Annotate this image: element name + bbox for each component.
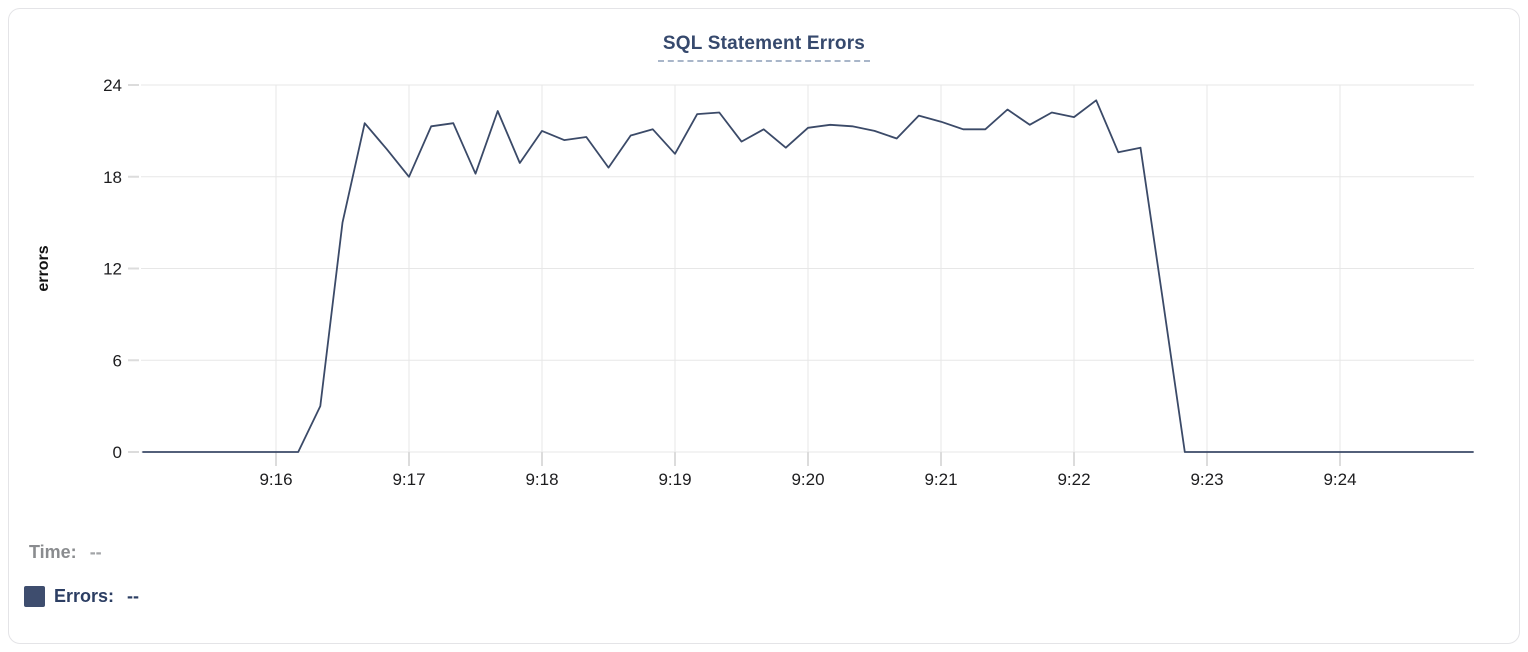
tooltip-time-label: Time: (29, 542, 77, 562)
x-tick-label: 9:23 (1190, 470, 1223, 489)
x-tick-label: 9:16 (259, 470, 292, 489)
x-tick-label: 9:24 (1323, 470, 1356, 489)
errors-series-line (142, 99, 1474, 453)
chart-card: SQL Statement Errors 0 6 12 18 24 9:16 9:17 9:1… (8, 8, 1520, 644)
tooltip-errors-label: Errors: (54, 586, 115, 606)
x-tick-label: 9:22 (1057, 470, 1090, 489)
errors-line-chart[interactable]: 0 6 12 18 24 9:16 9:17 9:18 9:19 9:20 9:21 9:22 9:23… (10, 61, 1518, 501)
tooltip-time-row: Time: -- (29, 542, 102, 563)
y-tick-label: 18 (103, 168, 122, 187)
tooltip-errors-row: Errors: -- (24, 586, 139, 607)
errors-series-swatch (24, 586, 45, 607)
chart-title[interactable]: SQL Statement Errors (657, 33, 871, 62)
x-tick-label: 9:21 (924, 470, 957, 489)
y-tick-label: 12 (103, 260, 122, 279)
x-tick-label: 9:20 (791, 470, 824, 489)
tooltip-errors-value: -- (127, 586, 140, 606)
chart-header: SQL Statement Errors (9, 33, 1519, 62)
x-tick-label: 9:18 (525, 470, 558, 489)
tooltip-time-value: -- (89, 542, 102, 562)
x-tick-label: 9:19 (658, 470, 691, 489)
y-tick-label: 24 (103, 76, 122, 95)
y-tick-label: 0 (113, 443, 122, 462)
y-axis-title: errors (35, 245, 52, 291)
y-tick-label: 6 (113, 351, 122, 370)
x-tick-label: 9:17 (392, 470, 425, 489)
